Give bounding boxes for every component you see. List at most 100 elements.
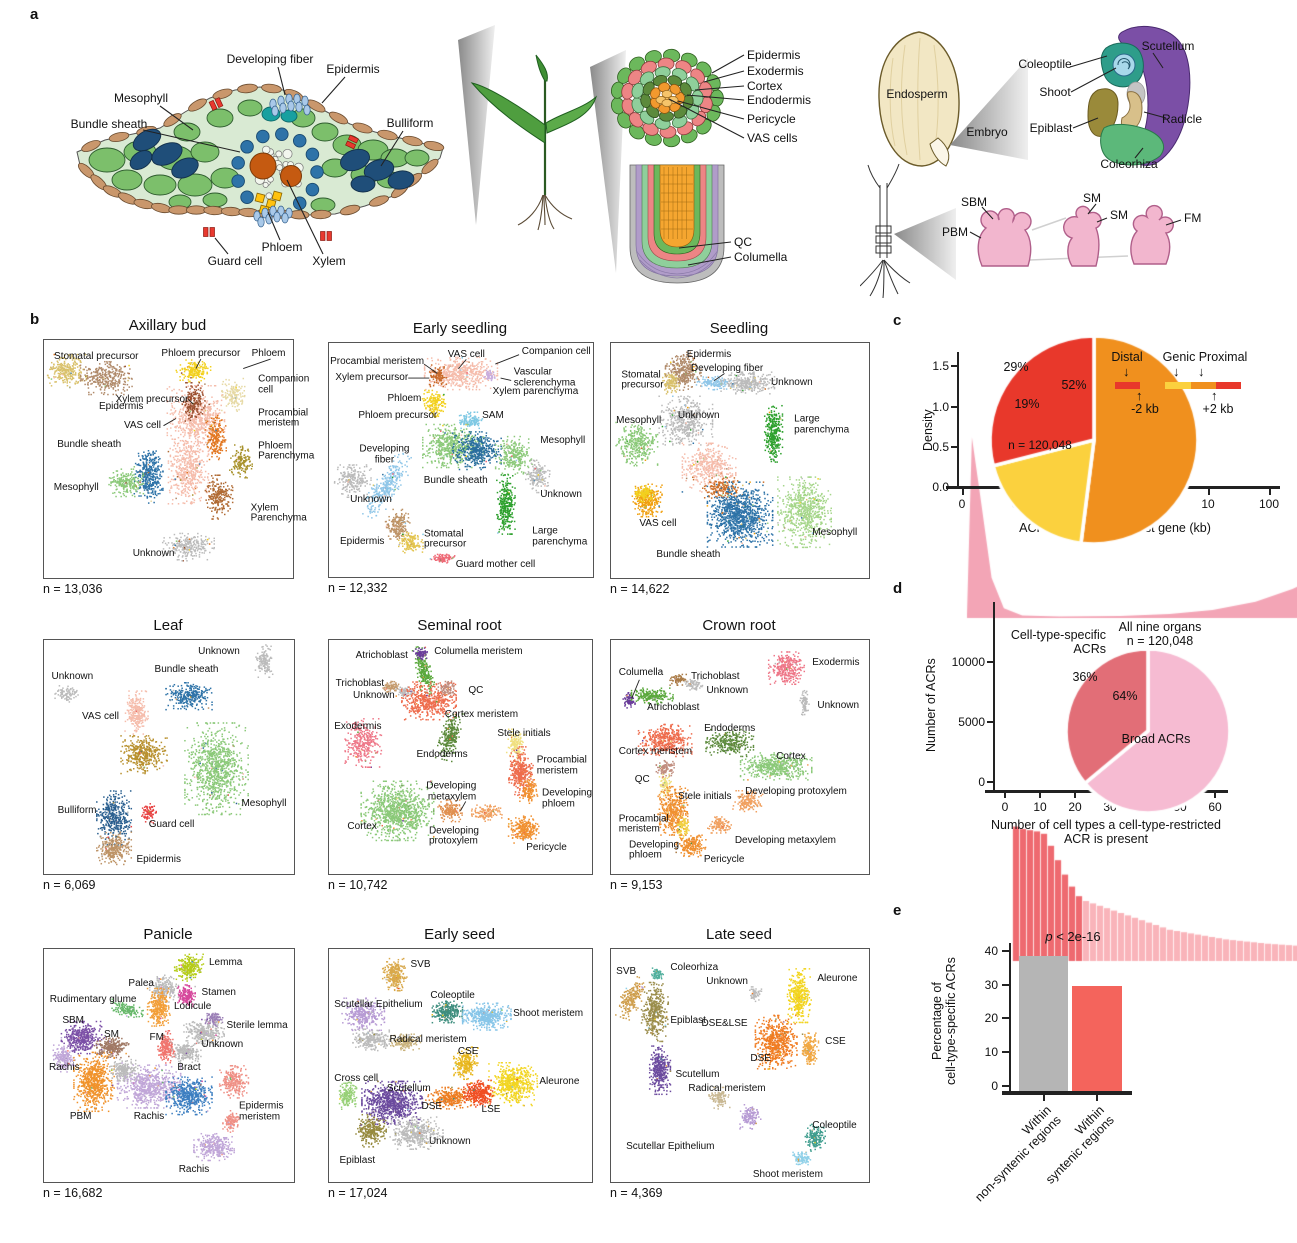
bar-syntenic [1072,986,1122,1091]
label-bundle-sheath: Bundle sheath [71,117,148,131]
pie-pct-19: 19% [1014,397,1040,411]
umap-plot-axillary-bud: Stomatal precursor Phloem precursor Phloem… [43,339,314,579]
x-tick: 10 [1033,800,1047,814]
cell-count-label: n = 14,622 [610,582,670,596]
genomic-region-colorbar [1115,382,1242,389]
pie-pct-64: 64% [1112,689,1138,703]
umap-canvas [611,949,869,1182]
umap-canvas [44,949,294,1182]
label-pericycle: Pericycle [747,112,796,126]
y-axis [1009,943,1011,1092]
vascular-bundle [203,93,359,241]
leader-lines [668,54,745,266]
label-radicle: Radicle [1162,112,1202,126]
label-columella: Columella [734,250,788,264]
embryo-diagram [1087,26,1191,166]
label-scutellum: Scutellum [1142,39,1195,53]
umap-plot-panicle: Lemma Palea Stamen Rudimentary glume Lodicul… [43,948,295,1183]
label-coleorhiza: Coleorhiza [1100,157,1158,171]
legend-proximal: Proximal [1198,350,1248,364]
panel-c-tag: c [893,312,902,329]
umap-plot-early-seedling: Procambial meristem VAS cell Companion cel… [328,342,594,578]
zoom-wedge [458,25,495,225]
umap-plot-leaf: Unknown Bundle sheath Unknown VAS cell Mesop… [43,639,295,875]
cell-count-label: n = 9,153 [610,878,663,892]
meristem-blobs [977,204,1174,267]
seed-and-meristem-diagram: Endosperm Embryo Coleoptile Scutellum Sh… [860,26,1202,299]
label-sm: SM [1083,191,1101,205]
label-root-epidermis: Epidermis [747,48,800,62]
bar-non-syntenic [1019,956,1068,1091]
down-arrow-icon: ↓ [1173,364,1180,379]
umap-title: Axillary bud [128,317,207,334]
colorbar-segment [1140,382,1166,389]
umap-title: Seedling [709,320,769,337]
y-tick: 0.5 [932,440,949,454]
pie-pct-52: 52% [1061,378,1087,392]
panel-d-tag: d [893,580,903,597]
leader-lines [969,52,1182,239]
zoom-wedge [894,208,956,280]
umap-plot-early-seed: SVB Coleoptile Scutellar Epithelium Shoot m… [328,948,593,1183]
cell-count-label: n = 6,069 [43,878,96,892]
x-tick: 0 [1001,800,1009,814]
y-tick: 0 [978,775,985,789]
y-axis-title: Density [921,409,935,451]
seedling-sketch [470,54,597,231]
acr-specificity-pie [1062,645,1234,817]
umap-title: Early seed [424,926,495,943]
umap-canvas [329,640,592,874]
label-endodermis: Endodermis [747,93,811,107]
label-sbm: SBM [961,195,987,209]
up-arrow-icon: ↑ [1211,388,1218,403]
label-xylem: Xylem [312,254,345,268]
root-tip-section [629,164,725,284]
umap-title: Crown root [702,617,776,634]
x-tick: 100 [1258,497,1280,511]
label-mesophyll: Mesophyll [114,91,168,105]
label-fm: FM [1184,211,1201,225]
y-tick: 10000 [951,655,985,669]
pie-label-broad: Broad ACRs [1121,732,1191,746]
seedling-and-root-diagram: Epidermis Exodermis Cortex Endodermis Pe… [458,25,811,284]
umap-title: Leaf [153,617,183,634]
cell-count-label: n = 13,036 [43,582,103,596]
tiller-sketch [860,163,911,299]
y-tick: 5000 [958,715,985,729]
umap-canvas [329,949,592,1182]
label-shoot: Shoot [1039,85,1071,99]
y-axis [957,352,959,488]
bulliform-cells [129,128,415,193]
pie-label-specific: Cell-type-specific ACRs [1010,628,1106,656]
colorbar-segment [1215,382,1242,389]
down-arrow-icon: ↓ [1198,364,1205,379]
leader-lines [142,66,404,255]
y-tick: 40 [984,944,998,958]
pie-pct-36: 36% [1072,670,1098,684]
label-coleoptile: Coleoptile [1018,57,1072,71]
x-axis [1002,1091,1132,1095]
label-endosperm: Endosperm [886,87,947,101]
label-bulliform: Bulliform [387,116,434,130]
down-arrow-icon: ↓ [1123,364,1130,379]
pie-pct-29: 29% [1003,360,1029,374]
y-tick: 10 [984,1045,998,1059]
y-axis-title: Percentage of cell-type-specific ACRs [930,957,958,1085]
umap-title: Seminal root [417,617,502,634]
y-tick: 0 [991,1079,998,1093]
up-arrow-icon: ↑ [1136,388,1143,403]
x-tick: 0 [958,497,966,511]
y-tick: 20 [984,1011,998,1025]
x-tick: 10 [1201,497,1215,511]
label-exodermis: Exodermis [747,64,804,78]
umap-plot-late-seed: SVB Coleorhiza Unknown Aleurone Epiblast DSE&… [610,948,870,1183]
legend-minus-2kb: -2 kb [1131,402,1159,416]
colorbar-segment [1165,382,1191,389]
acr-location-pie [986,332,1202,548]
label-epidermis: Epidermis [326,62,379,76]
y-axis [993,602,995,792]
label-developing-fiber: Developing fiber [227,52,314,66]
umap-canvas [611,640,869,874]
cell-count-label: n = 16,682 [43,1186,103,1200]
umap-plot-crown-root: Exodermis Columella Trichoblast Unknown Unkn… [610,639,870,875]
